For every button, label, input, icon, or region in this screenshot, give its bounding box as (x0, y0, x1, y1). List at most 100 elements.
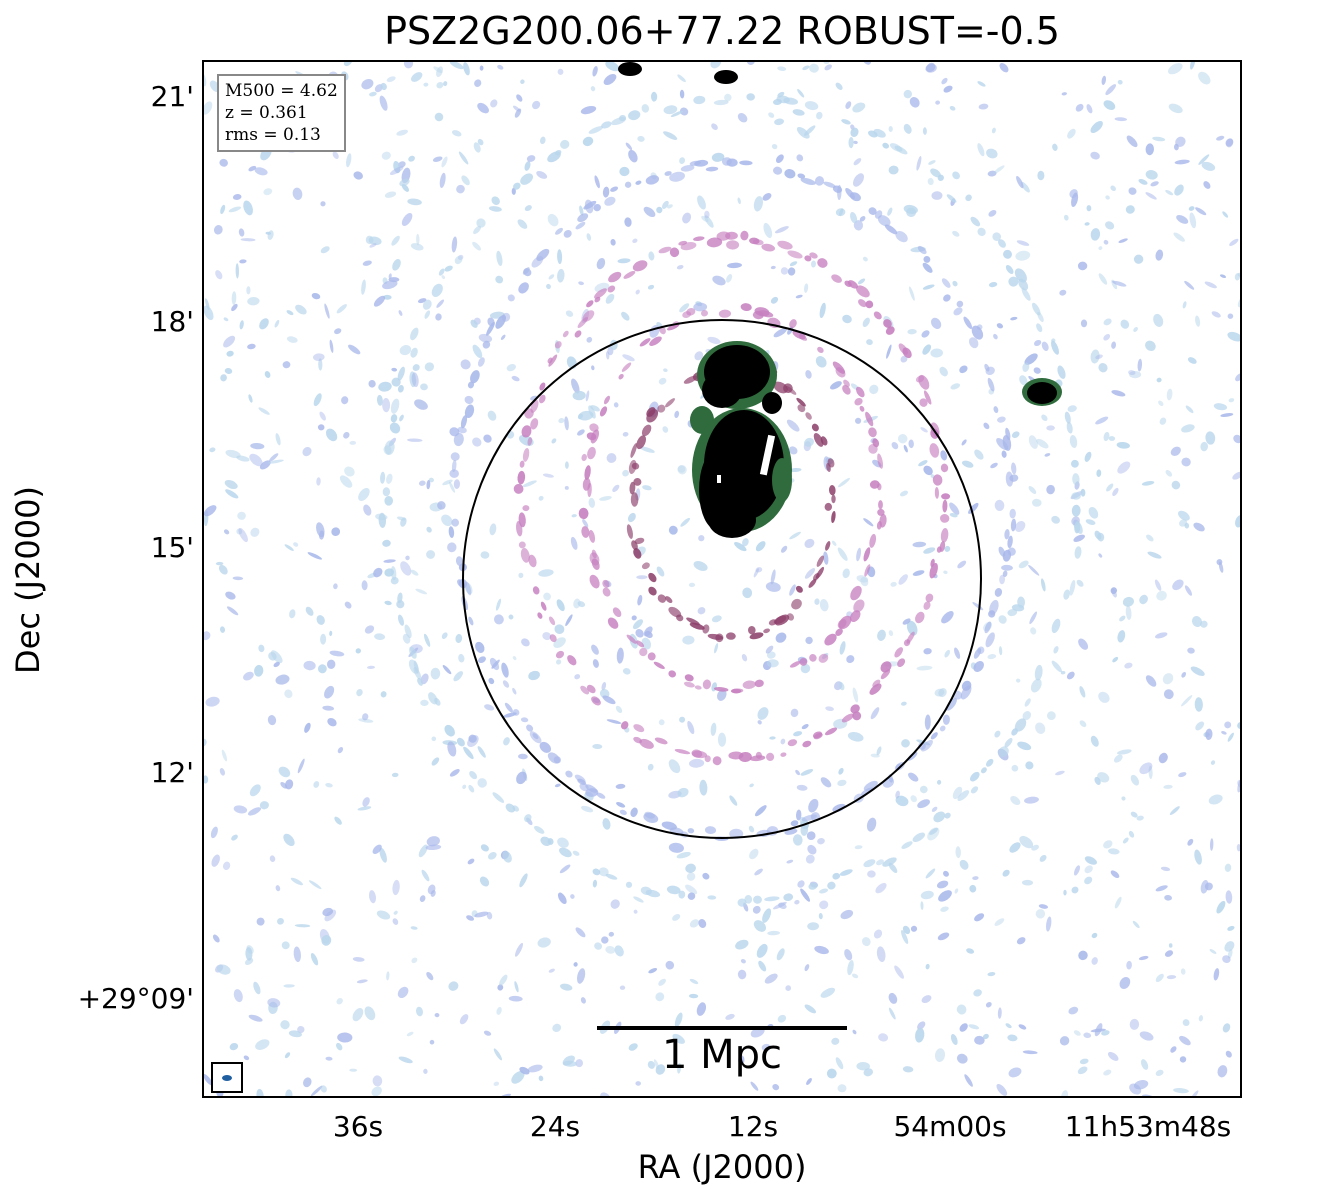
sidelobe-blob (518, 541, 526, 549)
noise-speckle (810, 260, 817, 268)
noise-speckle (775, 154, 784, 164)
sidelobe-blob (839, 869, 853, 876)
noise-speckle (639, 446, 655, 453)
sidelobe-blob (809, 654, 817, 662)
noise-speckle (311, 292, 321, 300)
noise-speckle (379, 847, 387, 863)
sidelobe-blob (850, 704, 860, 714)
noise-speckle (249, 784, 261, 797)
sidelobe-blob (390, 398, 400, 414)
sidelobe-blob (647, 652, 656, 661)
noise-speckle (223, 529, 230, 535)
noise-speckle (924, 714, 931, 730)
noise-speckle (996, 323, 1004, 329)
noise-speckle (1163, 689, 1174, 700)
noise-speckle (573, 962, 578, 967)
noise-speckle (564, 416, 569, 431)
noise-speckle (383, 294, 392, 300)
noise-speckle (358, 488, 370, 501)
noise-speckle (615, 705, 623, 714)
sidelobe-blob (526, 724, 534, 732)
noise-speckle (495, 275, 504, 284)
sidelobe-blob (653, 661, 665, 670)
noise-speckle (633, 896, 644, 903)
sidelobe-blob (1010, 518, 1017, 532)
noise-speckle (393, 161, 401, 174)
noise-speckle (1113, 754, 1123, 763)
noise-speckle (916, 156, 922, 171)
sidelobe-blob (869, 683, 882, 695)
noise-speckle (486, 911, 493, 920)
sidelobe-blob (626, 634, 637, 644)
sidelobe-blob (674, 748, 691, 755)
noise-speckle (631, 615, 637, 621)
sidelobe-blob (882, 857, 897, 867)
noise-speckle (1007, 1034, 1018, 1042)
sidelobe-blob (808, 578, 817, 588)
noise-speckle (998, 646, 1003, 656)
sidelobe-blob (397, 366, 405, 381)
noise-speckle (676, 851, 691, 859)
noise-speckle (847, 960, 854, 976)
noise-speckle (228, 206, 242, 213)
sidelobe-blob (464, 395, 474, 404)
sidelobe-blob (397, 385, 404, 393)
sidelobe-blob (591, 696, 601, 706)
sidelobe-blob (818, 653, 829, 663)
noise-speckle (203, 505, 217, 517)
noise-speckle (420, 383, 428, 391)
noise-speckle (211, 854, 220, 867)
sidelobe-blob (816, 111, 823, 120)
noise-speckle (647, 1060, 656, 1069)
noise-speckle (571, 378, 580, 394)
noise-speckle (410, 243, 424, 251)
noise-speckle (538, 1075, 544, 1082)
sidelobe-blob (863, 780, 878, 791)
noise-speckle (329, 339, 334, 353)
noise-speckle (318, 358, 323, 371)
sidelobe-blob (826, 462, 831, 473)
noise-speckle (283, 833, 295, 847)
sidelobe-blob (517, 470, 526, 485)
noise-speckle (959, 365, 968, 374)
noise-speckle (1222, 211, 1229, 218)
noise-speckle (689, 758, 705, 768)
noise-speckle (449, 481, 455, 493)
noise-speckle (1124, 662, 1133, 669)
noise-speckle (1130, 774, 1140, 786)
noise-speckle (1105, 84, 1117, 96)
sidelobe-blob (987, 377, 995, 392)
noise-speckle (1022, 362, 1030, 372)
noise-speckle (943, 570, 948, 575)
noise-speckle (303, 660, 316, 671)
noise-speckle (225, 591, 236, 600)
sidelobe-blob (489, 657, 500, 671)
sidelobe-blob (940, 513, 950, 523)
sidelobe-blob (854, 397, 863, 406)
noise-speckle (229, 1042, 239, 1051)
sidelobe-blob (530, 418, 539, 430)
noise-speckle (400, 517, 407, 527)
sidelobe-blob (930, 732, 938, 740)
noise-speckle (282, 361, 291, 369)
y-tick-label: 12' (150, 756, 194, 789)
noise-speckle (939, 366, 948, 377)
noise-speckle (581, 805, 594, 813)
noise-speckle (238, 228, 245, 237)
noise-speckle (1200, 620, 1208, 628)
noise-speckle (1216, 900, 1226, 914)
noise-speckle (888, 992, 898, 1004)
noise-speckle (1189, 1090, 1199, 1098)
noise-speckle (917, 799, 930, 809)
noise-speckle (410, 926, 418, 930)
sidelobe-blob (707, 895, 717, 900)
noise-speckle (435, 313, 442, 321)
noise-speckle (555, 659, 562, 665)
noise-speckle (373, 295, 386, 307)
noise-speckle (1155, 249, 1164, 261)
noise-speckle (473, 142, 481, 153)
noise-speckle (1165, 469, 1173, 477)
noise-speckle (225, 449, 241, 459)
y-axis-label: Dec (J2000) (9, 486, 47, 674)
noise-speckle (689, 919, 700, 928)
